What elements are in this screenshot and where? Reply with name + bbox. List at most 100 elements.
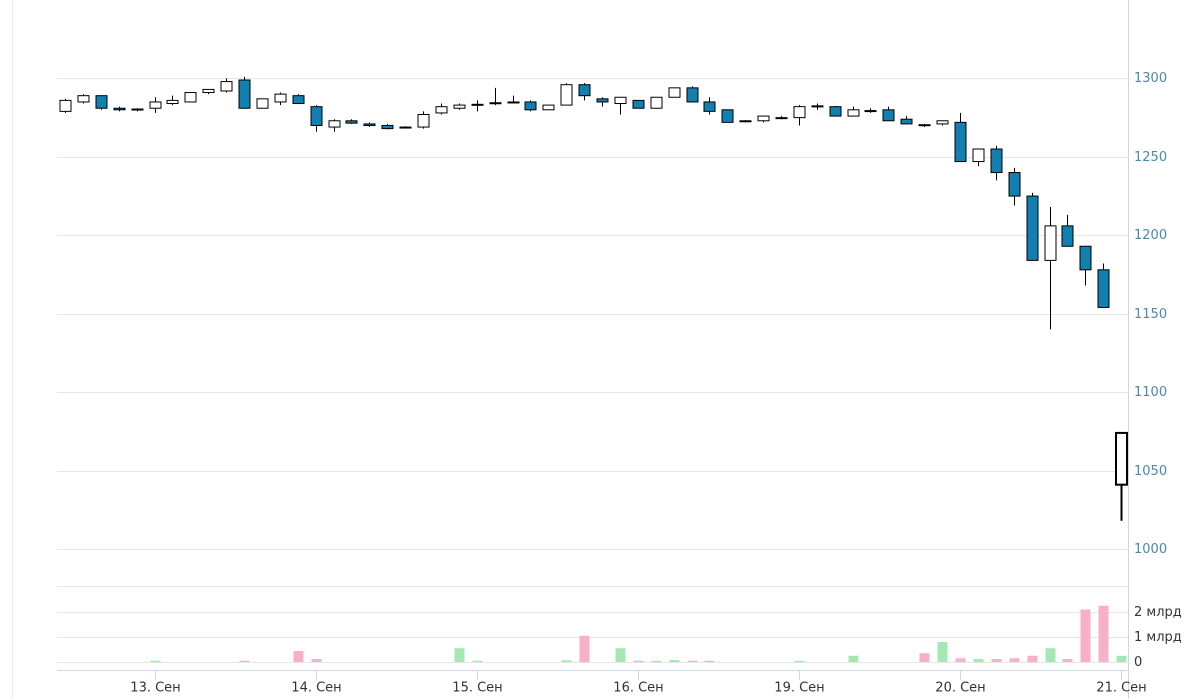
y-tick-label: 1000 <box>1134 542 1167 557</box>
candle-body <box>1097 269 1110 308</box>
candle-body <box>578 84 591 97</box>
volume-bar <box>973 659 984 662</box>
x-tick-label: 20. Сен <box>935 681 985 696</box>
y-tick-label: 1250 <box>1134 150 1167 165</box>
candle-body <box>149 101 162 109</box>
volume-bar <box>1116 655 1127 662</box>
candle-body <box>507 101 520 104</box>
candle-body <box>1115 431 1128 486</box>
candle-body <box>900 118 913 125</box>
candle-body <box>632 99 645 109</box>
volume-bar <box>919 653 930 662</box>
candle-body <box>793 106 806 119</box>
candle-body <box>399 126 412 129</box>
volume-bar <box>955 658 966 662</box>
y-tick-label: 1100 <box>1134 385 1167 400</box>
candle-body <box>345 120 358 124</box>
candle-body <box>739 120 752 123</box>
volume-bar <box>454 648 465 662</box>
candle-body <box>310 106 323 126</box>
candle-body <box>686 87 699 103</box>
volume-bar <box>704 660 715 662</box>
y-tick-label: 1300 <box>1134 71 1167 86</box>
x-tick-label: 19. Сен <box>774 681 824 696</box>
candle-body <box>990 148 1003 174</box>
candle-body <box>328 120 341 128</box>
candle-body <box>131 108 144 111</box>
candle-body <box>1026 195 1039 261</box>
volume-tick-label: 1 млрд <box>1134 630 1182 645</box>
volume-bar <box>239 660 250 662</box>
candle-body <box>184 92 197 103</box>
candle-body <box>847 109 860 117</box>
candle-body <box>113 107 126 111</box>
candle-body <box>417 114 430 128</box>
volume-bar <box>651 660 662 662</box>
volume-bar <box>1062 659 1073 662</box>
candle-body <box>59 99 72 112</box>
volume-bar <box>1009 658 1020 662</box>
volume-bar <box>561 660 572 662</box>
volume-bar <box>311 659 322 662</box>
volume-bar <box>579 635 590 662</box>
candle-body <box>829 106 842 117</box>
y-tick-label: 1200 <box>1134 228 1167 243</box>
candle-body <box>1008 172 1021 197</box>
volume-bar <box>1045 648 1056 662</box>
candle-body <box>596 98 609 103</box>
candle-body <box>95 95 108 109</box>
volume-bar <box>937 642 948 662</box>
candle-body <box>238 79 251 109</box>
candle-body <box>560 84 573 106</box>
volume-bar <box>1098 605 1109 662</box>
x-tick-label: 14. Сен <box>291 681 341 696</box>
candle-body <box>292 95 305 105</box>
candle-body <box>650 96 663 109</box>
candle-body <box>775 117 788 120</box>
candle-body <box>757 115 770 122</box>
x-tick-label: 13. Сен <box>130 681 180 696</box>
candle-body <box>721 109 734 123</box>
volume-bar <box>669 660 680 662</box>
y-tick-label: 1150 <box>1134 307 1167 322</box>
volume-bar <box>472 660 483 662</box>
candle-body <box>381 124 394 130</box>
volume-bar <box>615 648 626 662</box>
candle-body <box>936 120 949 125</box>
candle-body <box>166 99 179 105</box>
candle-body <box>542 104 555 111</box>
volume-bar <box>1027 655 1038 662</box>
candle-body <box>882 109 895 122</box>
y-tick-label: 1050 <box>1134 464 1167 479</box>
volume-bar <box>1080 609 1091 662</box>
volume-bar <box>293 651 304 662</box>
volume-bar <box>150 660 161 662</box>
candle-body <box>220 81 233 92</box>
candle-body <box>703 101 716 112</box>
volume-bar <box>848 655 859 662</box>
volume-bar <box>991 659 1002 662</box>
volume-bar <box>687 660 698 662</box>
candle-body <box>614 96 627 105</box>
candle-body <box>256 98 269 109</box>
candle-body <box>471 103 484 106</box>
volume-bar <box>633 660 644 662</box>
x-tick-label: 21. Сен <box>1096 681 1146 696</box>
volume-tick-label: 0 <box>1134 655 1142 670</box>
candle-body <box>363 123 376 126</box>
candle-body <box>811 105 824 108</box>
candle-body <box>524 101 537 111</box>
volume-bar <box>794 660 805 662</box>
candle-body <box>1079 245 1092 271</box>
candle-body <box>1044 225 1057 261</box>
candle-body <box>1061 225 1074 247</box>
candle-body <box>972 148 985 163</box>
candle-body <box>918 124 931 127</box>
candle-body <box>668 87 681 98</box>
candle-body <box>864 110 877 113</box>
candle-body <box>274 93 287 103</box>
candle-body <box>453 104 466 109</box>
candle-body <box>202 88 215 94</box>
candle-body <box>489 102 502 105</box>
